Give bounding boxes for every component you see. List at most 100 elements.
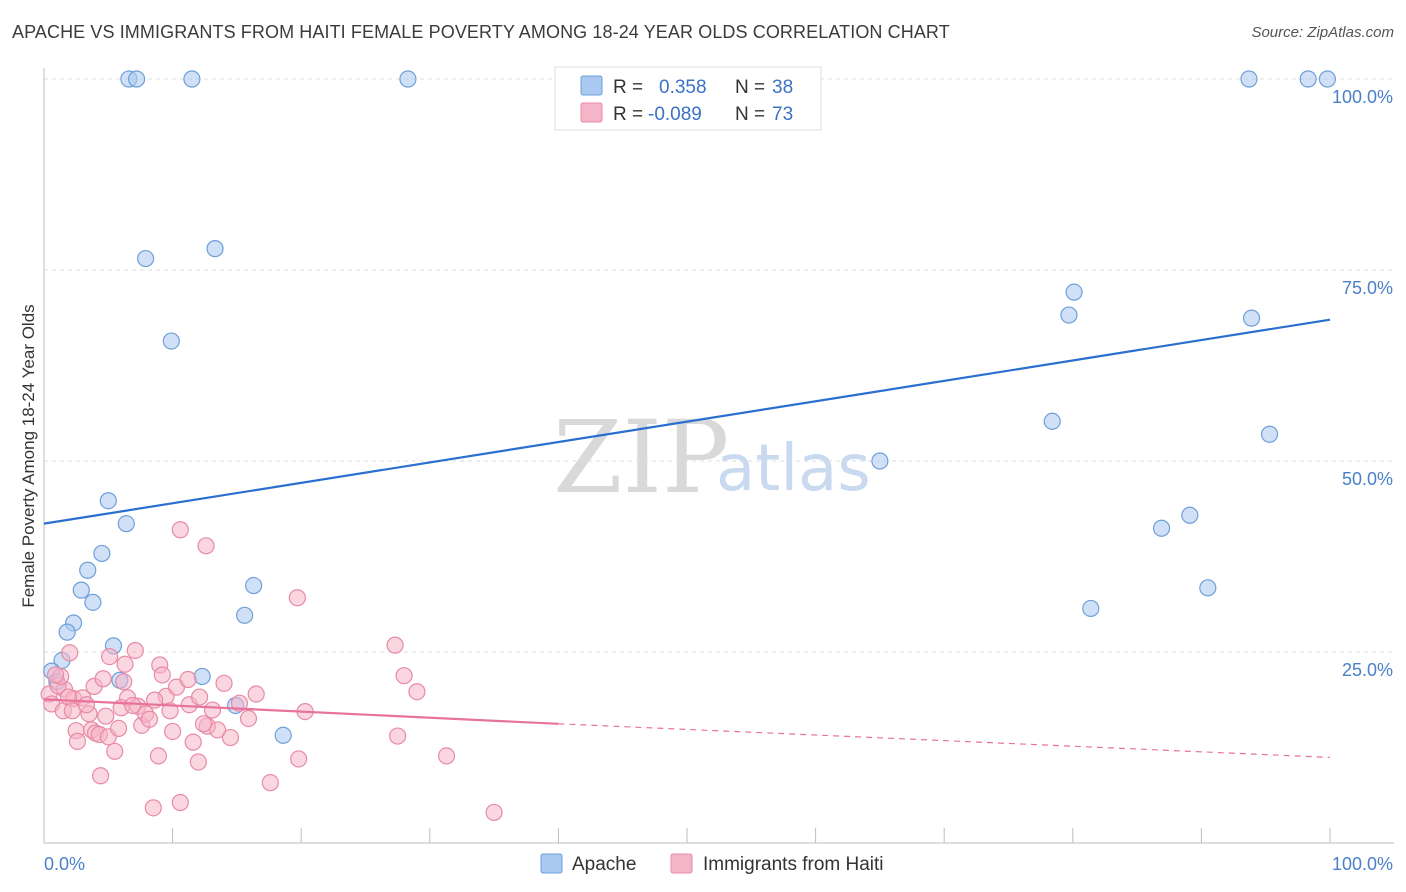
apache-point-35 bbox=[274, 726, 292, 744]
x-tick-label-1: 100.0% bbox=[1332, 854, 1393, 874]
haiti-point-12 bbox=[144, 799, 162, 817]
legend-n-label-haiti: N = bbox=[735, 104, 765, 125]
haiti-trend-line bbox=[43, 698, 559, 725]
apache-point-11 bbox=[1060, 306, 1078, 324]
haiti-point-3 bbox=[386, 636, 404, 654]
bottom-legend-label-haiti: Immigrants from Haiti bbox=[703, 854, 884, 875]
watermark-atlas: atlas bbox=[716, 432, 871, 506]
haiti-point-54 bbox=[221, 728, 240, 747]
haiti-point-57 bbox=[247, 685, 265, 703]
x-tick-label-0: 0.0% bbox=[44, 854, 85, 874]
legend-r-label-apache: R = bbox=[613, 77, 643, 98]
haiti-point-65 bbox=[46, 666, 65, 684]
apache-point-14 bbox=[1260, 425, 1279, 443]
source-label: Source: ZipAtlas.com bbox=[1251, 24, 1394, 41]
haiti-point-51 bbox=[203, 701, 222, 719]
apache-point-3 bbox=[399, 70, 417, 88]
tick-labels: 25.0% 50.0% 75.0% 100.0% 0.0% 100.0% bbox=[44, 87, 1393, 874]
legend: R = 0.358 N = 38 R = -0.089 N = 73 bbox=[554, 66, 822, 131]
apache-point-15 bbox=[871, 452, 889, 470]
apache-point-13 bbox=[1043, 412, 1061, 430]
legend-swatch-apache bbox=[580, 75, 603, 96]
haiti-point-31 bbox=[116, 655, 134, 673]
haiti-point-49 bbox=[191, 688, 209, 706]
apache-point-19 bbox=[1199, 579, 1217, 597]
y-axis-title: Female Poverty Among 18-24 Year Olds bbox=[19, 304, 38, 607]
apache-point-4 bbox=[1240, 70, 1258, 88]
haiti-point-71 bbox=[77, 696, 96, 714]
chart-title: APACHE VS IMMIGRANTS FROM HAITI FEMALE P… bbox=[12, 22, 950, 42]
haiti-point-45 bbox=[164, 722, 182, 741]
haiti-point-68 bbox=[109, 719, 128, 738]
legend-r-label-haiti: R = bbox=[613, 104, 643, 125]
legend-r-value-haiti: -0.089 bbox=[648, 104, 702, 125]
apache-point-32 bbox=[193, 667, 211, 686]
haiti-point-39 bbox=[140, 710, 159, 728]
apache-point-9 bbox=[162, 332, 180, 350]
haiti-point-32 bbox=[126, 641, 144, 660]
y-tick-label-0: 25.0% bbox=[1342, 660, 1393, 680]
apache-point-31 bbox=[236, 606, 254, 624]
haiti-trend-extension bbox=[558, 723, 1331, 759]
apache-point-20 bbox=[99, 492, 117, 510]
apache-point-17 bbox=[1181, 506, 1199, 524]
apache-point-25 bbox=[84, 593, 102, 611]
apache-point-21 bbox=[117, 515, 135, 533]
apache-point-6 bbox=[1318, 70, 1337, 88]
apache-point-7 bbox=[136, 249, 155, 268]
haiti-point-0 bbox=[171, 521, 189, 539]
apache-point-24 bbox=[72, 581, 90, 599]
haiti-point-10 bbox=[261, 774, 279, 792]
haiti-point-64 bbox=[63, 702, 81, 720]
apache-point-23 bbox=[79, 561, 97, 579]
apache-point-16 bbox=[1152, 519, 1171, 537]
y-tick-label-3: 100.0% bbox=[1332, 87, 1393, 107]
haiti-point-72 bbox=[61, 644, 79, 662]
haiti-point-4 bbox=[395, 667, 413, 685]
bottom-legend-label-apache: Apache bbox=[572, 854, 636, 875]
bottom-legend: Apache Immigrants from Haiti bbox=[540, 853, 884, 875]
haiti-point-16 bbox=[149, 747, 168, 765]
haiti-point-11 bbox=[485, 803, 503, 822]
haiti-point-33 bbox=[115, 673, 133, 691]
haiti-point-52 bbox=[209, 721, 227, 739]
haiti-point-23 bbox=[68, 732, 87, 750]
haiti-point-41 bbox=[153, 666, 171, 684]
haiti-point-6 bbox=[389, 727, 407, 745]
apache-point-27 bbox=[58, 623, 76, 641]
apache-point-1 bbox=[127, 70, 146, 88]
haiti-point-13 bbox=[171, 793, 189, 812]
watermark-zip: ZIP bbox=[553, 399, 729, 516]
haiti-point-2 bbox=[288, 589, 306, 607]
haiti-point-46 bbox=[179, 670, 197, 689]
apache-point-18 bbox=[1082, 599, 1100, 618]
apache-point-30 bbox=[245, 576, 263, 595]
legend-r-value-apache: 0.358 bbox=[659, 77, 707, 98]
legend-swatch-haiti bbox=[580, 102, 603, 123]
apache-point-5 bbox=[1299, 70, 1317, 88]
haiti-point-15 bbox=[189, 753, 207, 771]
haiti-point-48 bbox=[184, 733, 202, 751]
haiti-point-53 bbox=[215, 674, 233, 692]
apache-point-12 bbox=[1242, 309, 1261, 327]
haiti-point-9 bbox=[290, 750, 308, 768]
haiti-point-14 bbox=[91, 767, 110, 785]
apache-point-22 bbox=[93, 544, 111, 563]
haiti-point-70 bbox=[194, 715, 213, 733]
haiti-point-27 bbox=[97, 707, 115, 725]
haiti-point-1 bbox=[197, 537, 215, 555]
apache-trend-line bbox=[43, 318, 1331, 525]
apache-point-10 bbox=[1065, 283, 1083, 301]
haiti-point-55 bbox=[230, 694, 249, 712]
y-tick-label-2: 75.0% bbox=[1342, 278, 1393, 298]
legend-n-value-apache: 38 bbox=[772, 77, 793, 98]
watermark: ZIP atlas bbox=[553, 399, 871, 516]
haiti-point-7 bbox=[437, 747, 456, 765]
data-points bbox=[40, 70, 1337, 822]
haiti-point-5 bbox=[408, 683, 426, 701]
grid bbox=[44, 78, 1394, 653]
haiti-point-43 bbox=[161, 702, 179, 720]
bottom-legend-swatch-haiti bbox=[670, 853, 693, 874]
legend-n-label-apache: N = bbox=[735, 77, 765, 98]
